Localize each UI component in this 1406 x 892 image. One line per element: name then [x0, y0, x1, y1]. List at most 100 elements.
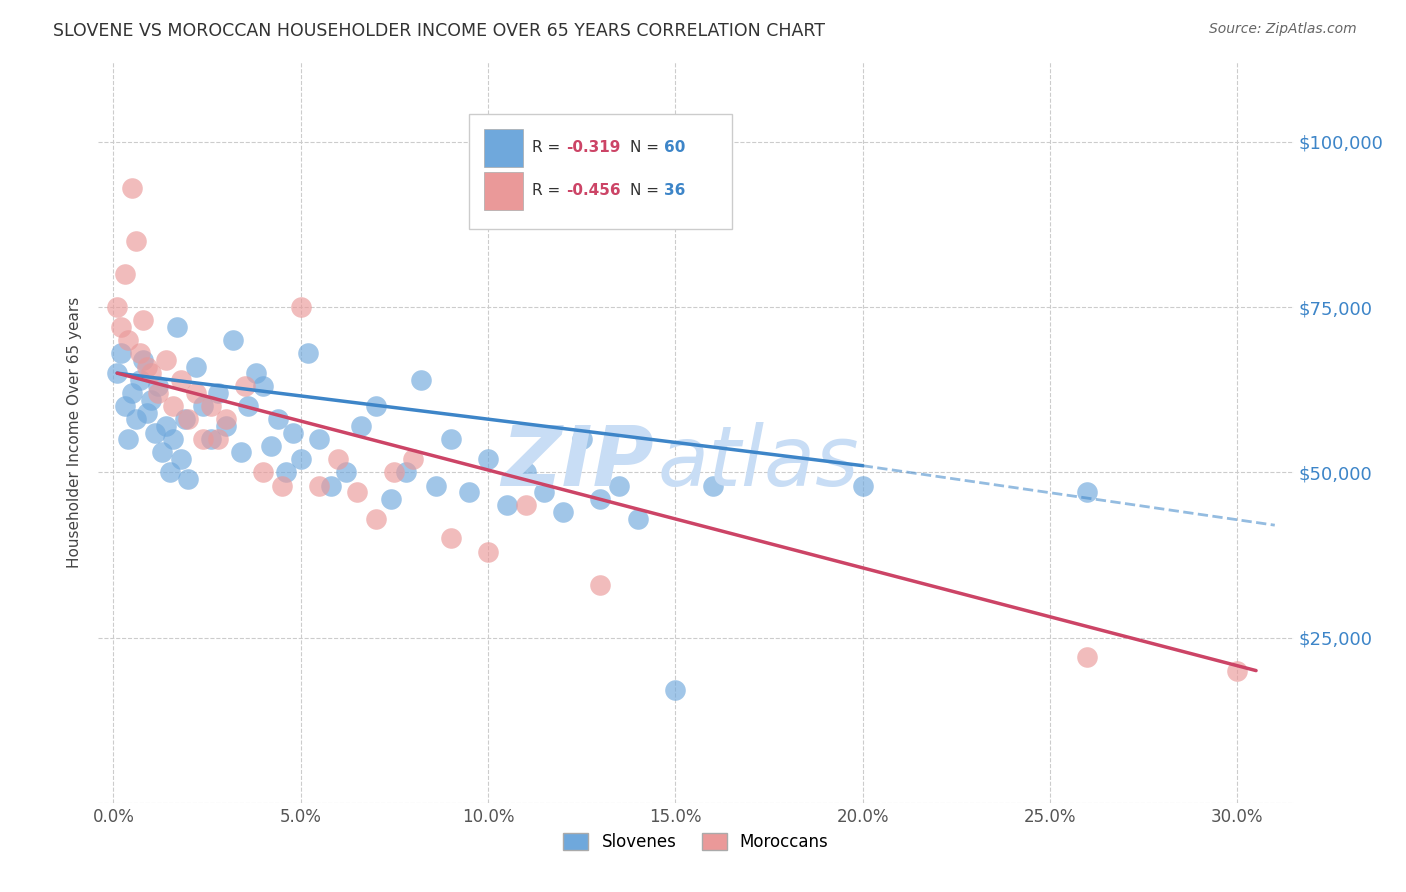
Point — [143, 425, 166, 440]
Point — [402, 452, 425, 467]
Point — [384, 465, 406, 479]
Point — [139, 392, 162, 407]
Point — [380, 491, 402, 506]
Point — [162, 399, 184, 413]
Point — [328, 452, 350, 467]
Point — [233, 379, 256, 393]
Point — [207, 432, 229, 446]
Point — [350, 419, 373, 434]
Point — [346, 485, 368, 500]
Point — [105, 366, 128, 380]
Point — [184, 386, 207, 401]
Point — [207, 386, 229, 401]
Point — [215, 419, 238, 434]
Point — [290, 452, 312, 467]
Point — [114, 399, 136, 413]
Point — [409, 373, 432, 387]
Point — [136, 359, 159, 374]
Point — [260, 439, 283, 453]
Point — [136, 406, 159, 420]
Point — [664, 683, 686, 698]
Point — [495, 499, 517, 513]
Point — [607, 478, 630, 492]
Point — [335, 465, 357, 479]
Point — [458, 485, 481, 500]
Point — [319, 478, 342, 492]
Point — [283, 425, 305, 440]
Point — [132, 313, 155, 327]
Text: SLOVENE VS MOROCCAN HOUSEHOLDER INCOME OVER 65 YEARS CORRELATION CHART: SLOVENE VS MOROCCAN HOUSEHOLDER INCOME O… — [53, 22, 825, 40]
Point — [128, 346, 150, 360]
Point — [364, 399, 387, 413]
Point — [702, 478, 724, 492]
Point — [170, 452, 193, 467]
Point — [515, 499, 537, 513]
Text: 36: 36 — [664, 184, 685, 198]
Point — [162, 432, 184, 446]
Point — [852, 478, 875, 492]
Text: R =: R = — [533, 184, 561, 198]
Text: -0.319: -0.319 — [565, 140, 620, 155]
Text: atlas: atlas — [658, 422, 859, 503]
Text: Source: ZipAtlas.com: Source: ZipAtlas.com — [1209, 22, 1357, 37]
Text: N =: N = — [630, 140, 659, 155]
Point — [148, 379, 170, 393]
Point — [173, 412, 195, 426]
Point — [515, 465, 537, 479]
FancyBboxPatch shape — [470, 114, 733, 229]
Point — [139, 366, 162, 380]
Text: R =: R = — [533, 140, 561, 155]
Point — [551, 505, 574, 519]
Point — [128, 373, 150, 387]
Point — [439, 532, 461, 546]
Point — [267, 412, 290, 426]
Point — [117, 432, 139, 446]
Point — [274, 465, 297, 479]
Point — [184, 359, 207, 374]
Point — [110, 346, 132, 360]
Point — [271, 478, 294, 492]
Point — [215, 412, 238, 426]
Point — [155, 352, 177, 367]
Point — [114, 267, 136, 281]
Point — [245, 366, 267, 380]
Point — [117, 333, 139, 347]
Point — [110, 319, 132, 334]
Point — [589, 491, 612, 506]
Point — [627, 511, 650, 525]
Point — [425, 478, 447, 492]
Point — [200, 432, 222, 446]
Point — [252, 379, 274, 393]
Point — [308, 432, 330, 446]
Point — [121, 181, 143, 195]
Point — [477, 452, 499, 467]
Y-axis label: Householder Income Over 65 years: Householder Income Over 65 years — [67, 297, 83, 568]
Point — [238, 399, 260, 413]
FancyBboxPatch shape — [485, 128, 523, 167]
Point — [159, 465, 181, 479]
Text: ZIP: ZIP — [502, 422, 654, 503]
Point — [222, 333, 245, 347]
Point — [155, 419, 177, 434]
Point — [439, 432, 461, 446]
Point — [105, 300, 128, 314]
Text: -0.456: -0.456 — [565, 184, 620, 198]
Point — [125, 234, 148, 248]
Point — [589, 577, 612, 591]
Point — [571, 432, 593, 446]
Text: N =: N = — [630, 184, 659, 198]
Point — [177, 412, 200, 426]
Point — [170, 373, 193, 387]
Point — [290, 300, 312, 314]
Point — [394, 465, 416, 479]
FancyBboxPatch shape — [485, 171, 523, 211]
Text: 60: 60 — [664, 140, 685, 155]
Point — [477, 544, 499, 558]
Point — [297, 346, 319, 360]
Point — [121, 386, 143, 401]
Point — [1076, 485, 1098, 500]
Point — [200, 399, 222, 413]
Point — [148, 386, 170, 401]
Point — [364, 511, 387, 525]
Point — [193, 399, 215, 413]
